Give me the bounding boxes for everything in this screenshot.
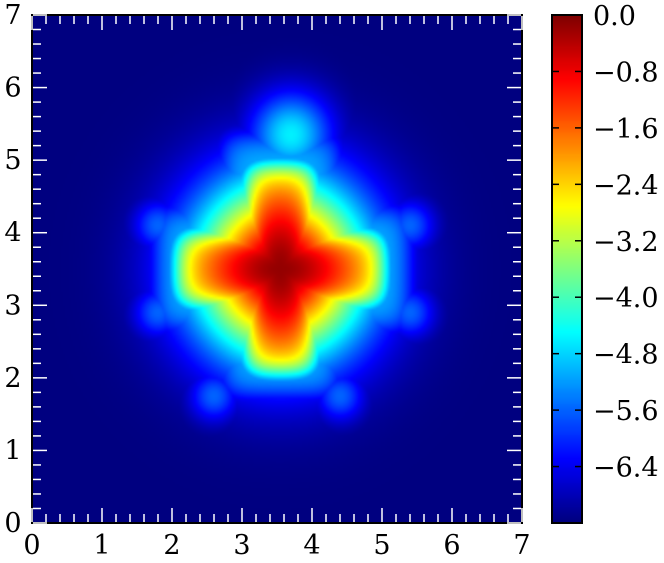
x-tick-label: 0 (23, 530, 40, 561)
colorbar-tick-label: −4.0 (593, 283, 659, 314)
heatmap-field (32, 15, 522, 523)
colorbar-tick-label: −5.6 (593, 396, 659, 427)
colorbar-tick-label: −1.6 (593, 114, 659, 145)
colorbar: 0.0 −0.8 −1.6 −2.4 −3.2 −4.0 −4.8 −5.6 −6.4 (551, 1, 659, 524)
y-tick-label: 1 (4, 435, 21, 466)
x-tick-label: 1 (93, 530, 110, 561)
x-tick-label: 4 (303, 530, 320, 561)
colorbar-tick-label: −3.2 (593, 227, 659, 258)
axis-ticks (31, 14, 523, 524)
x-tick-label: 6 (443, 530, 460, 561)
y-tick-label: 6 (4, 73, 21, 104)
colorbar-tick-label: −6.4 (593, 453, 659, 484)
colorbar-tick-label: −4.8 (593, 340, 659, 371)
y-tick-label: 5 (4, 145, 21, 176)
y-tick-label: 4 (4, 218, 21, 249)
x-tick-label: 3 (233, 530, 250, 561)
x-tick-label: 5 (373, 530, 390, 561)
plot-frame (31, 14, 523, 524)
y-tick-label: 7 (4, 0, 21, 31)
colorbar-tick-label: −2.4 (593, 170, 659, 201)
colorbar-tick-labels: 0.0 −0.8 −1.6 −2.4 −3.2 −4.0 −4.8 −5.6 −6.4 (593, 1, 659, 484)
colorbar-frame (551, 14, 583, 524)
x-axis-tick-labels: 0 1 2 3 4 5 6 7 (23, 530, 530, 561)
x-tick-label: 7 (513, 530, 530, 561)
colorbar-tick-label: 0.0 (593, 1, 636, 32)
heatmap-plot (31, 14, 523, 524)
colorbar-tick-label: −0.8 (593, 57, 659, 88)
colorbar-gradient (552, 15, 582, 523)
y-tick-label: 2 (4, 363, 21, 394)
x-tick-label: 2 (163, 530, 180, 561)
colorbar-ticks (552, 14, 582, 468)
y-tick-label: 0 (4, 508, 21, 539)
y-axis-tick-labels: 0 1 2 3 4 5 6 7 (4, 0, 21, 539)
y-tick-label: 3 (4, 290, 21, 321)
